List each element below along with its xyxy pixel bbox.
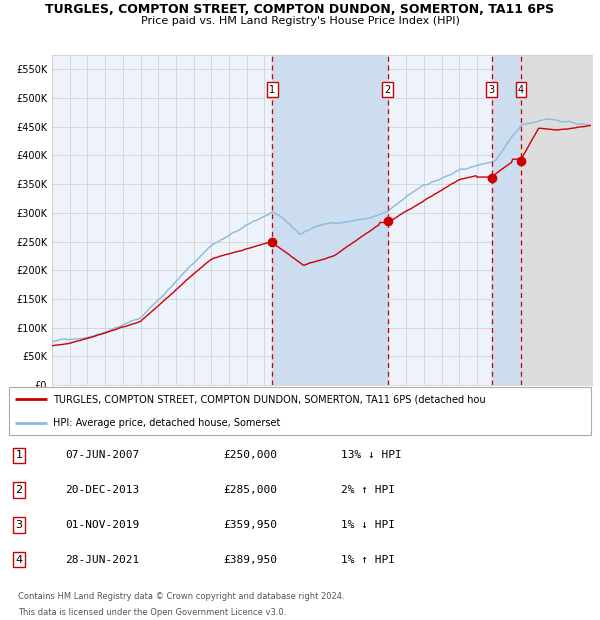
- Text: 28-JUN-2021: 28-JUN-2021: [65, 555, 139, 565]
- Text: 2: 2: [16, 485, 22, 495]
- Bar: [272, 55, 388, 385]
- Text: 3: 3: [16, 520, 22, 530]
- Text: Price paid vs. HM Land Registry's House Price Index (HPI): Price paid vs. HM Land Registry's House …: [140, 16, 460, 26]
- Text: 4: 4: [518, 85, 524, 95]
- Text: 3: 3: [489, 85, 495, 95]
- FancyBboxPatch shape: [9, 387, 591, 435]
- Text: 4: 4: [16, 555, 22, 565]
- Text: 01-NOV-2019: 01-NOV-2019: [65, 520, 139, 530]
- Text: HPI: Average price, detached house, Somerset: HPI: Average price, detached house, Some…: [53, 418, 280, 428]
- Text: 13% ↓ HPI: 13% ↓ HPI: [341, 450, 402, 460]
- Text: 1: 1: [16, 450, 22, 460]
- Bar: [492, 55, 521, 385]
- Text: 1% ↓ HPI: 1% ↓ HPI: [341, 520, 395, 530]
- Text: 20-DEC-2013: 20-DEC-2013: [65, 485, 139, 495]
- Text: £285,000: £285,000: [224, 485, 278, 495]
- Text: 1% ↑ HPI: 1% ↑ HPI: [341, 555, 395, 565]
- Text: TURGLES, COMPTON STREET, COMPTON DUNDON, SOMERTON, TA11 6PS: TURGLES, COMPTON STREET, COMPTON DUNDON,…: [46, 3, 554, 16]
- Text: £359,950: £359,950: [224, 520, 278, 530]
- Bar: [521, 55, 592, 385]
- Text: TURGLES, COMPTON STREET, COMPTON DUNDON, SOMERTON, TA11 6PS (detached hou: TURGLES, COMPTON STREET, COMPTON DUNDON,…: [53, 394, 485, 404]
- Text: 2: 2: [385, 85, 391, 95]
- Text: This data is licensed under the Open Government Licence v3.0.: This data is licensed under the Open Gov…: [18, 608, 286, 617]
- Text: 2% ↑ HPI: 2% ↑ HPI: [341, 485, 395, 495]
- Text: 1: 1: [269, 85, 275, 95]
- Text: Contains HM Land Registry data © Crown copyright and database right 2024.: Contains HM Land Registry data © Crown c…: [18, 591, 344, 601]
- Text: £250,000: £250,000: [224, 450, 278, 460]
- Text: £389,950: £389,950: [224, 555, 278, 565]
- Text: 07-JUN-2007: 07-JUN-2007: [65, 450, 139, 460]
